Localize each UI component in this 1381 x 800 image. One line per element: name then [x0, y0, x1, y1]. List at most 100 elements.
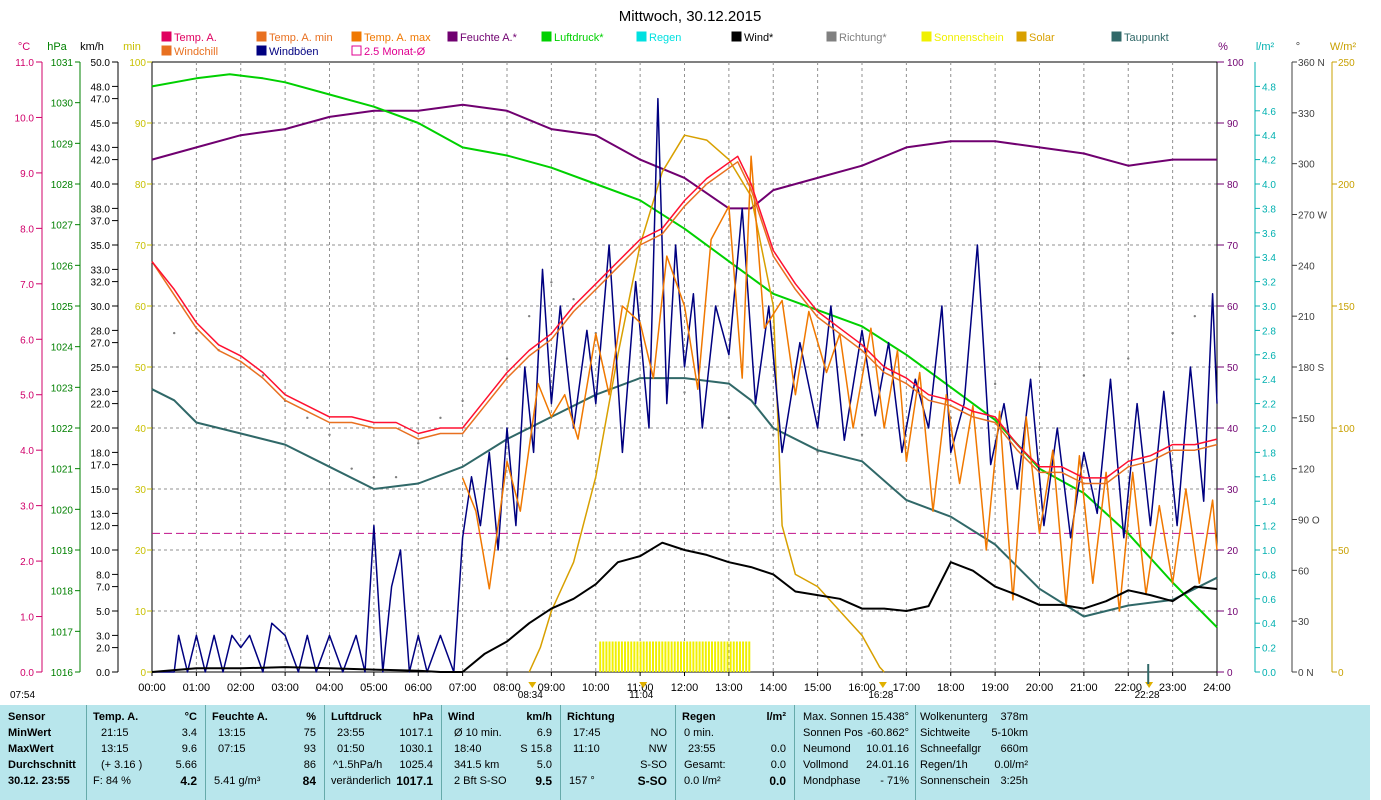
min-tick-label: 0	[140, 668, 146, 679]
time-tick-label: 14:00	[759, 682, 787, 694]
time-tick-label: 20:00	[1026, 682, 1054, 694]
direction-point	[505, 357, 509, 360]
wind-tick-label: 2.0	[96, 644, 110, 655]
sunset-time-label: 16:28	[868, 690, 893, 701]
rain-current-value: 0.0	[769, 774, 786, 788]
direction-point	[1127, 357, 1130, 360]
series-temp-a	[151, 155, 1218, 479]
cloud-base-value: 378m	[1000, 711, 1028, 723]
hum-tick-label: 10	[1227, 607, 1239, 618]
rain-total-value: 0.0	[770, 759, 786, 771]
direction-point	[772, 433, 775, 436]
direction-point	[993, 382, 997, 386]
time-tick-label: 04:00	[316, 682, 344, 694]
wind-tick-label: 35.0	[91, 241, 111, 252]
min-tick-label: 90	[135, 119, 147, 130]
wind-tick-label: 18.0	[91, 448, 111, 459]
temp-tick-label: 0.0	[20, 668, 34, 679]
wind-unit: km/h	[526, 711, 552, 723]
direction-point	[328, 433, 331, 436]
sunset-marker-icon	[878, 682, 887, 688]
min-tick-label: 10	[135, 607, 147, 618]
new-moon-label: Neumond	[803, 743, 851, 755]
chart-title: Mittwoch, 30.12.2015	[619, 8, 762, 25]
time-tick-label: 03:00	[271, 682, 299, 694]
rain-tick-label: 1.8	[1262, 448, 1276, 459]
hum-avg-value: 86	[303, 759, 316, 771]
direction-point	[394, 475, 398, 479]
dir-tick-label: 90 O	[1298, 516, 1320, 527]
rain-tick-label: 2.2	[1262, 400, 1276, 411]
time-tick-label: 10:00	[582, 682, 610, 694]
direction-point	[172, 331, 176, 335]
rain-tick-label: 3.8	[1262, 204, 1276, 215]
wind-tick-label: 3.0	[96, 631, 110, 642]
time-tick-label: 18:00	[937, 682, 965, 694]
direction-point	[1038, 365, 1041, 369]
direction-point	[195, 331, 198, 335]
temp-tick-label: 8.0	[20, 224, 34, 235]
rain-tick-label: 4.4	[1262, 131, 1276, 142]
direction-point	[1082, 374, 1086, 377]
legend-swatch	[636, 31, 647, 42]
rain-tick-label: 1.2	[1262, 522, 1276, 533]
wind-tick-label: 40.0	[91, 180, 111, 191]
min-row-label: MinWert	[8, 727, 52, 739]
series-luftdruck	[151, 73, 1218, 629]
sun-pos-value: -60.862°	[867, 727, 909, 739]
full-moon-label: Vollmond	[803, 759, 849, 771]
time-tick-label: 21:00	[1070, 682, 1098, 694]
legend-label: Temp. A.	[174, 32, 217, 44]
temp-min-time: 21:15	[101, 727, 129, 739]
legend-swatch	[256, 31, 267, 42]
wind-tick-label: 15.0	[91, 485, 111, 496]
series-feuchte-a	[151, 103, 1217, 210]
avg-row-label: Durchschnitt	[8, 759, 76, 771]
dir-tick-label: 150	[1298, 414, 1315, 425]
wind-max-time: 18:40	[454, 743, 482, 755]
temp-avg-change: (+ 3.16 )	[101, 759, 143, 771]
full-moon-value: 24.01.16	[866, 759, 909, 771]
press-trend: ^1.5hPa/h	[333, 759, 383, 771]
wind-tick-label: 0.0	[96, 668, 110, 679]
hum-current-value: 84	[302, 774, 316, 788]
hum-unit-label: %	[1218, 41, 1228, 53]
wind-tick-label: 45.0	[91, 119, 111, 130]
legend-label: Temp. A. min	[269, 32, 333, 44]
hum-tick-label: 30	[1227, 485, 1239, 496]
visibility-label: Sichtweite	[920, 727, 971, 739]
rain-hour-value: 0.0l/m²	[994, 759, 1028, 771]
legend-label: Windchill	[174, 46, 218, 58]
temp-tick-label: 2.0	[20, 557, 34, 568]
time-tick-label: 06:00	[404, 682, 432, 694]
rain-unit: l/m²	[766, 711, 786, 723]
dir-avg-value: S-SO	[640, 759, 667, 771]
temp-tick-label: 4.0	[20, 446, 34, 457]
press-min-value: 1017.1	[399, 727, 433, 739]
min-tick-label: 30	[135, 485, 147, 496]
temp-current-value: 4.2	[180, 774, 197, 788]
moon-phase-label: Mondphase	[803, 775, 861, 787]
time-tick-label: 15:00	[804, 682, 832, 694]
rain-tick-label: 3.6	[1262, 229, 1276, 240]
time-tick-label: 13:00	[715, 682, 743, 694]
dir-tick-label: 210	[1298, 312, 1315, 323]
direction-point	[261, 374, 265, 377]
temp-avg-value: 5.66	[175, 759, 197, 771]
press-unit-label: hPa	[47, 41, 67, 53]
temp-tick-label: 9.0	[20, 169, 34, 180]
time-tick-label: 12:00	[671, 682, 699, 694]
rain-max-value: 0.0	[770, 743, 786, 755]
temp-header: Temp. A.	[93, 711, 139, 723]
rain-tick-label: 0.8	[1262, 570, 1276, 581]
min-tick-label: 100	[129, 58, 146, 69]
hum-header: Feuchte A.	[212, 711, 268, 723]
wind-tick-label: 30.0	[91, 302, 111, 313]
dir-tick-label: 30	[1298, 617, 1310, 628]
temp-tick-label: 10.0	[15, 113, 35, 124]
hum-current-label: 5.41 g/m³	[214, 775, 261, 787]
dir-tick-label: 330	[1298, 109, 1315, 120]
rain-tick-label: 1.0	[1262, 546, 1276, 557]
time-tick-label: 01:00	[183, 682, 211, 694]
stats-panel: Sensor MinWert MaxWert Durchschnitt 30.1…	[0, 705, 1370, 800]
